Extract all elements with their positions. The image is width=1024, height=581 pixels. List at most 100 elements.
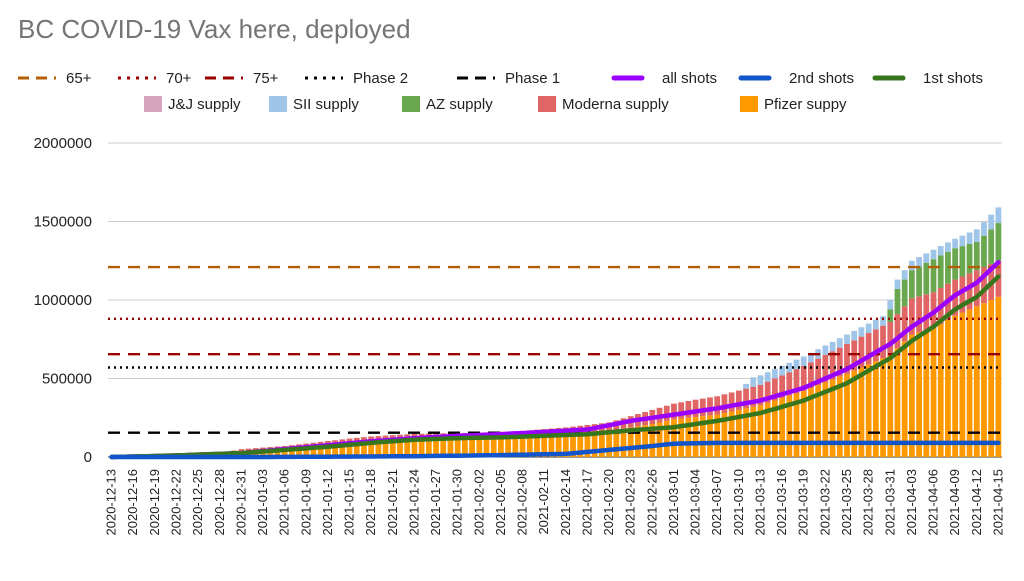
x-tick-label: 2021-01-03	[255, 469, 270, 536]
bar-pfizer-suppy	[433, 438, 439, 457]
bar-pfizer-suppy	[901, 341, 908, 457]
bar-pfizer-suppy	[353, 442, 360, 457]
bar-az-supply	[945, 251, 951, 284]
bar-pfizer-suppy	[721, 413, 728, 457]
bar-moderna-supply	[735, 390, 742, 410]
legend-item-j-j-supply: J&J supply	[144, 96, 241, 113]
bar-pfizer-suppy	[346, 443, 353, 457]
bar-pfizer-suppy	[440, 438, 447, 457]
bar-pfizer-suppy	[274, 449, 281, 457]
bar-sii-supply	[786, 362, 793, 373]
bar-sii-supply	[750, 377, 757, 387]
bar-az-supply	[930, 259, 937, 293]
bar-pfizer-suppy	[786, 395, 793, 457]
bar-pfizer-suppy	[642, 425, 649, 457]
legend-item-phase-2: Phase 2	[305, 70, 408, 87]
bar-pfizer-suppy	[303, 447, 310, 457]
bar-pfizer-suppy	[483, 438, 490, 457]
legend-swatch	[740, 96, 758, 112]
bar-moderna-supply	[966, 273, 973, 310]
bar-pfizer-suppy	[461, 438, 468, 457]
bar-pfizer-suppy	[757, 405, 764, 457]
legend-label: SII supply	[293, 96, 359, 113]
bar-sii-supply	[793, 359, 800, 370]
bar-pfizer-suppy	[490, 437, 497, 457]
bar-pfizer-suppy	[397, 439, 403, 457]
bar-az-supply	[973, 241, 980, 271]
bar-pfizer-suppy	[332, 444, 338, 457]
x-tick-label: 2021-02-14	[558, 469, 573, 536]
bar-moderna-supply	[880, 325, 886, 359]
bar-moderna-supply	[685, 401, 692, 418]
y-tick-label: 500000	[42, 371, 92, 388]
bar-sii-supply	[923, 253, 930, 263]
bar-pfizer-suppy	[945, 319, 951, 457]
line-2nd-shots	[109, 440, 1001, 460]
bar-az-supply	[908, 270, 915, 299]
bar-pfizer-suppy	[267, 450, 274, 457]
bar-pfizer-suppy	[375, 440, 382, 457]
bar-pfizer-suppy	[620, 428, 627, 457]
legend-label: AZ supply	[426, 96, 493, 113]
bar-sii-supply	[872, 319, 879, 330]
legend-label: 70+	[166, 70, 192, 87]
bar-pfizer-suppy	[425, 438, 432, 457]
line-all-shots	[109, 260, 1001, 460]
bar-pfizer-suppy	[685, 417, 692, 457]
bar-moderna-supply	[959, 276, 966, 313]
bar-sii-supply	[836, 338, 843, 348]
bar-moderna-supply	[728, 392, 735, 412]
bar-moderna-supply	[707, 397, 713, 416]
x-tick-label: 2021-04-12	[969, 469, 984, 536]
bar-pfizer-suppy	[822, 382, 829, 457]
bar-sii-supply	[743, 383, 749, 389]
bar-pfizer-suppy	[389, 440, 396, 457]
legend-label: 65+	[66, 70, 92, 87]
bar-pfizer-suppy	[562, 435, 569, 457]
bar-pfizer-suppy	[534, 436, 540, 457]
bar-az-supply	[937, 255, 944, 288]
bar-pfizer-suppy	[296, 447, 302, 457]
bar-sii-supply	[800, 356, 807, 366]
bar-pfizer-suppy	[663, 420, 670, 457]
bar-moderna-supply	[743, 388, 749, 409]
x-tick-label: 2021-02-11	[536, 469, 551, 535]
x-tick-label: 2021-01-15	[342, 469, 357, 536]
bar-moderna-supply	[238, 449, 245, 453]
bar-pfizer-suppy	[743, 408, 749, 457]
x-tick-label: 2021-01-06	[277, 469, 292, 536]
chart-title: BC COVID-19 Vax here, deployed	[18, 14, 411, 44]
y-tick-label: 2000000	[34, 135, 92, 152]
x-tick-label: 2021-02-05	[493, 469, 508, 536]
y-tick-label: 1000000	[34, 292, 92, 309]
legend-label: all shots	[662, 70, 717, 87]
legend-item-1st-shots: 1st shots	[872, 70, 983, 87]
bar-pfizer-suppy	[851, 370, 858, 457]
bar-moderna-supply	[692, 399, 699, 417]
bar-az-supply	[981, 235, 987, 268]
bar-moderna-supply	[764, 381, 771, 403]
bar-moderna-supply	[973, 270, 980, 307]
bar-moderna-supply	[346, 438, 353, 444]
bar-pfizer-suppy	[505, 437, 512, 457]
x-tick-label: 2020-12-28	[212, 469, 227, 536]
bar-moderna-supply	[808, 362, 814, 389]
legend: 65+ 70+ 75+ Phase 2 Phase 1 all shots 2nd shot…	[18, 70, 983, 113]
bar-az-supply	[966, 244, 973, 274]
bar-sii-supply	[894, 279, 901, 290]
legend-swatch	[269, 96, 287, 112]
bar-az-supply	[995, 223, 1002, 261]
x-tick-label: 2021-04-09	[947, 469, 962, 536]
bar-moderna-supply	[851, 340, 858, 371]
legend-item-65: 65+	[18, 70, 92, 87]
bar-pfizer-suppy	[779, 398, 785, 457]
bar-sii-supply	[995, 207, 1002, 224]
legend-swatch	[402, 96, 420, 112]
bar-moderna-supply	[671, 403, 677, 420]
legend-label: 75+	[253, 70, 279, 87]
bar-moderna-supply	[815, 358, 822, 386]
bar-pfizer-suppy	[555, 435, 562, 457]
bar-pfizer-suppy	[981, 303, 987, 457]
bar-pfizer-suppy	[613, 429, 620, 457]
legend-item-pfizer-suppy: Pfizer suppy	[740, 96, 847, 113]
